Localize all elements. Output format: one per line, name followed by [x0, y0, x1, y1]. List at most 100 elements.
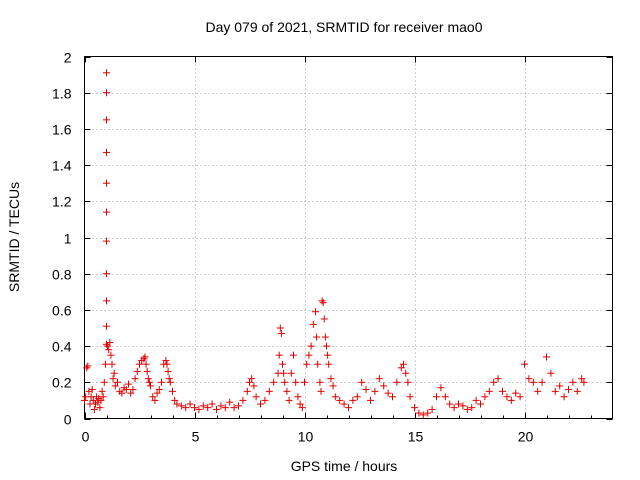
data-point [446, 400, 454, 408]
data-point [547, 369, 555, 377]
data-point [411, 404, 418, 412]
data-point [325, 360, 333, 368]
data-point [108, 360, 116, 368]
data-point [280, 369, 288, 377]
data-point [103, 270, 110, 278]
data-point [230, 404, 238, 412]
data-point [283, 387, 291, 395]
data-point [166, 378, 174, 386]
data-point [303, 360, 311, 368]
data-point [97, 396, 105, 404]
data-point [321, 333, 329, 341]
data-point [353, 393, 361, 401]
data-point [131, 375, 139, 383]
data-point [88, 386, 96, 394]
data-point [402, 369, 410, 377]
data-point [162, 357, 170, 365]
data-point [81, 396, 88, 404]
data-point [164, 367, 172, 375]
data-point [252, 393, 260, 401]
data-point [569, 378, 577, 386]
data-point [103, 116, 110, 124]
data-point [490, 378, 498, 386]
data-point [290, 351, 297, 359]
data-point [144, 375, 152, 383]
data-point [292, 378, 300, 386]
data-point [248, 375, 256, 383]
y-tick-label: 1 [64, 231, 72, 247]
data-point [499, 387, 506, 395]
data-point [213, 405, 220, 413]
data-point [114, 378, 121, 386]
data-point [298, 404, 306, 412]
data-point [415, 409, 423, 417]
data-point [468, 404, 476, 412]
y-tick-label: 0.4 [52, 339, 72, 355]
data-point [103, 237, 110, 245]
data-point [122, 386, 130, 394]
data-point [375, 375, 383, 383]
data-point [171, 396, 179, 404]
grid-lines [84, 56, 613, 419]
data-point [103, 89, 110, 97]
data-point [525, 375, 533, 383]
data-point [578, 375, 586, 383]
data-point [141, 353, 149, 361]
data-point [285, 396, 293, 404]
data-point [127, 389, 135, 397]
data-point [314, 360, 322, 368]
data-point [393, 378, 401, 386]
y-tick-label: 2 [64, 50, 72, 66]
data-point [165, 375, 173, 383]
data-point [543, 353, 550, 361]
data-point [199, 402, 207, 410]
data-point [580, 378, 588, 386]
data-point [103, 69, 110, 77]
data-point [182, 404, 190, 412]
data-point [147, 382, 154, 390]
data-point [481, 393, 489, 401]
data-point [534, 387, 542, 395]
data-point [367, 396, 374, 404]
data-point [103, 322, 110, 330]
data-point [279, 360, 286, 368]
data-point [560, 393, 568, 401]
data-point [149, 393, 157, 401]
data-point [110, 369, 118, 377]
y-tick-label: 0.2 [52, 375, 72, 391]
y-tick-label: 1.8 [52, 86, 72, 102]
data-point [101, 360, 109, 368]
data-point [406, 393, 414, 401]
data-point [221, 404, 229, 412]
y-tick-label: 0.6 [52, 303, 72, 319]
x-tick-label: 20 [518, 429, 534, 445]
data-point [320, 315, 328, 323]
data-point [450, 404, 458, 412]
data-point [309, 320, 317, 328]
data-point [118, 389, 126, 397]
data-point [319, 299, 327, 307]
plot-frame [84, 56, 613, 419]
data-point [246, 378, 253, 386]
data-point [404, 378, 412, 386]
y-tick-label: 0 [64, 412, 72, 428]
x-tick-label: 0 [82, 429, 90, 445]
data-point [512, 389, 520, 397]
data-point [265, 387, 273, 395]
data-point [84, 362, 92, 370]
data-point [111, 382, 119, 390]
data-point [340, 400, 348, 408]
data-point [90, 405, 98, 413]
data-point [136, 360, 143, 368]
data-point [529, 378, 537, 386]
data-point [362, 386, 370, 394]
data-point [380, 382, 388, 390]
data-point [551, 387, 559, 395]
data-point [556, 382, 564, 390]
data-point [104, 342, 112, 350]
x-tick-label: 10 [298, 429, 314, 445]
chart-title: Day 079 of 2021, SRMTID for receiver mao… [205, 19, 482, 35]
data-point [327, 375, 335, 383]
data-point [140, 355, 148, 363]
